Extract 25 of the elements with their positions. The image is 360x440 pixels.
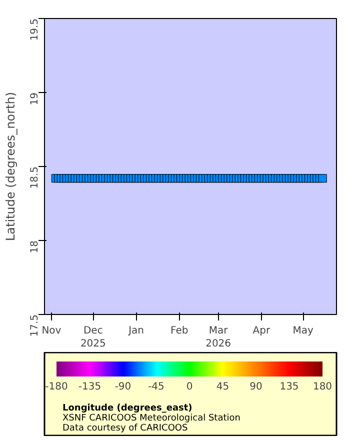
color-bar-label: -45 [148, 382, 164, 392]
x-tick-label: Jan [128, 326, 144, 336]
x-tick-label: Nov [42, 326, 62, 336]
color-bar-label: 135 [280, 382, 299, 392]
y-axis-title: Latitude (degrees_north) [4, 92, 18, 242]
x-tick-label: Mar 2026 [206, 326, 232, 350]
y-tick-label: 17.5 [30, 314, 40, 337]
x-tick-label: Dec 2025 [80, 326, 106, 350]
y-tick-label: 18 [30, 240, 40, 254]
color-bar-label: 0 [186, 382, 193, 392]
color-bar-label: -90 [114, 382, 132, 392]
color-bar-title: Longitude (degrees_east) [62, 404, 192, 414]
color-bar-label: 180 [312, 382, 332, 392]
x-tick-label: Feb [170, 326, 188, 336]
text: XSNF CARICOOS Meteorological Station [62, 414, 240, 424]
y-tick-label: 19 [30, 92, 40, 106]
color-bar-label: 45 [216, 382, 230, 392]
x-tick-label: May [292, 326, 314, 336]
color-bar-label: -180 [45, 382, 68, 392]
color-bar-label: -135 [78, 382, 102, 392]
x-tick-label: Apr [252, 326, 271, 336]
y-tick-label: 18.5 [30, 166, 40, 189]
y-tick-label: 19.5 [30, 18, 40, 41]
color-bar-label: 90 [250, 382, 262, 392]
text: Data courtesy of CARICOOS [62, 424, 188, 434]
